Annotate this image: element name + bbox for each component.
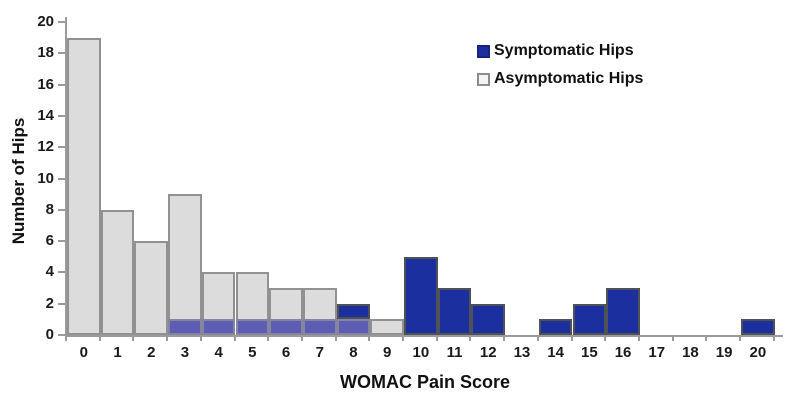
bar-symptomatic [572,303,607,335]
x-axis-tick [536,335,539,341]
x-axis-tick [570,335,573,341]
x-tick-label: 10 [412,344,430,361]
x-axis-tick [604,335,607,341]
x-axis-tick [199,335,202,341]
y-tick-label: 16 [37,75,54,93]
bar-symptomatic [741,319,775,335]
x-tick-label: 9 [382,344,392,361]
y-tick-label: 20 [37,13,54,30]
y-axis-tick [58,146,65,149]
y-axis-tick [58,208,65,211]
x-tick-label: 1 [113,344,122,361]
asymptomatic-swatch-icon [477,72,490,86]
legend-item-asymptomatic: Asymptomatic Hips [477,70,643,88]
y-axis-tick [58,177,65,180]
x-axis-tick [132,335,135,341]
x-axis-tick [98,335,101,341]
x-tick-label: 13 [513,344,531,361]
x-tick-label: 17 [648,344,666,361]
bar-asymptomatic [100,209,135,335]
bar-symptomatic [437,288,472,335]
legend-label-asymptomatic: Asymptomatic Hips [494,70,644,87]
x-axis-tick [65,335,67,341]
x-axis-tick [233,335,236,341]
bar-overlap [336,319,371,335]
bar-symptomatic [538,319,573,335]
y-tick-label: 14 [37,106,54,124]
x-axis-tick [334,335,337,341]
x-axis-tick [503,335,506,341]
x-tick-label: 14 [547,344,564,361]
x-tick-label: 12 [479,344,497,361]
x-axis-tick [705,335,708,341]
x-axis-tick [739,335,741,341]
bar-overlap [269,319,303,335]
bar-symptomatic [336,303,371,320]
legend-label-symptomatic: Symptomatic Hips [494,42,634,59]
bar-overlap [235,319,270,335]
x-tick-label: 18 [682,344,699,361]
bar-overlap [201,319,236,335]
x-axis-line [65,335,783,337]
y-axis-tick [58,114,65,117]
bar-overlap [168,319,202,335]
y-axis-tick [58,83,65,86]
x-axis-tick [469,335,472,341]
x-tick-label: 0 [79,344,89,361]
bar-symptomatic [606,288,640,335]
x-tick-label: 20 [749,344,767,361]
x-axis-tick [772,335,775,341]
bar-asymptomatic [370,319,404,335]
y-tick-label: 10 [37,169,54,187]
x-tick-label: 16 [614,344,632,361]
x-axis-tick [166,335,169,341]
x-tick-label: 7 [315,344,324,361]
y-tick-label: 0 [45,326,54,343]
x-tick-label: 5 [248,344,257,361]
y-axis-line [65,17,67,337]
x-tick-label: 11 [446,344,463,361]
y-axis-tick [58,21,65,23]
bar-symptomatic [404,256,438,335]
bar-asymptomatic [134,241,169,335]
y-axis-tick [58,302,65,305]
y-tick-label: 6 [45,232,54,250]
y-axis-tick [58,240,65,243]
y-axis-tick [58,334,65,336]
y-axis-tick [58,52,65,55]
bar-overlap [302,319,337,335]
x-axis-tick [368,335,371,341]
x-axis-tick [267,335,270,341]
y-axis-tick [58,271,65,274]
y-tick-label: 8 [45,200,54,218]
x-tick-label: 3 [180,344,190,361]
y-tick-label: 4 [45,263,54,281]
x-axis-tick [435,335,438,341]
x-tick-label: 4 [214,344,223,361]
x-tick-label: 2 [147,344,156,361]
x-tick-label: 6 [281,344,291,361]
y-tick-label: 2 [45,294,54,312]
legend: Symptomatic Hips Asymptomatic Hips [477,42,643,88]
x-axis-title: WOMAC Pain Score [339,372,511,392]
x-axis-tick [402,335,404,341]
bar-symptomatic [471,303,506,335]
bar-asymptomatic [168,194,202,335]
y-tick-label: 18 [37,44,54,62]
x-tick-label: 15 [581,344,598,361]
x-tick-label: 8 [349,344,358,361]
y-tick-label: 12 [37,138,54,156]
x-tick-label: 19 [715,344,733,361]
legend-item-symptomatic: Symptomatic Hips [477,42,643,60]
symptomatic-swatch-icon [477,44,490,58]
x-axis-tick [300,335,303,341]
x-axis-tick [637,335,640,341]
x-axis-tick [671,335,674,341]
bar-asymptomatic [67,37,101,335]
